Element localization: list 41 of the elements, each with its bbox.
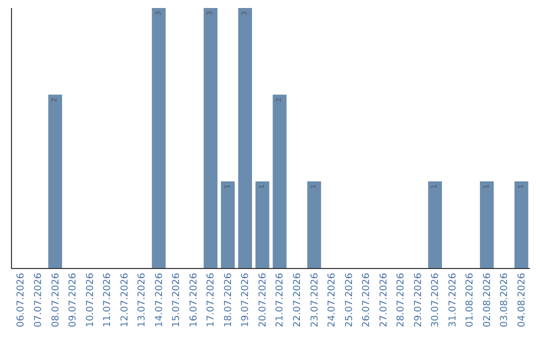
x-tick-label: 23.07.2026: [309, 272, 320, 328]
x-tick-label: 11.07.2026: [102, 272, 114, 328]
x-tick-label: 15.07.2026: [171, 272, 182, 328]
x-tick-label: 02.08.2026: [482, 272, 493, 328]
x-tick-label: 10.07.2026: [84, 272, 96, 328]
x-tick-label: 19.07.2026: [240, 272, 252, 328]
data-label: 1: [256, 184, 266, 189]
data-label: 3: [153, 11, 162, 16]
x-tick-label: 20.07.2026: [257, 272, 268, 328]
x-tick-label: 21.07.2026: [274, 272, 286, 328]
x-tick-label: 07.07.2026: [32, 272, 44, 328]
data-label: 1: [481, 184, 490, 189]
x-tick-label: 17.07.2026: [206, 272, 217, 328]
data-label: 2: [50, 98, 59, 102]
data-label: 1: [430, 184, 439, 189]
x-tick-label: 28.07.2026: [396, 272, 407, 328]
x-tick-label: 13.07.2026: [136, 272, 148, 328]
x-tick-label: 09.07.2026: [68, 272, 79, 328]
data-label: 1: [516, 184, 525, 189]
x-tick-label: 12.07.2026: [119, 272, 130, 328]
data-label: 2: [274, 98, 284, 102]
x-tick-label: 26.07.2026: [361, 272, 372, 328]
x-tick-label: 24.07.2026: [326, 272, 338, 328]
x-tick-label: 16.07.2026: [188, 272, 200, 328]
x-tick-label: 25.07.2026: [344, 272, 355, 328]
x-tick-label: 14.07.2026: [154, 272, 165, 328]
data-label: 1: [308, 184, 318, 189]
x-tick-label: 06.07.2026: [16, 272, 27, 328]
data-label: 3: [205, 11, 214, 16]
x-tick-label: 18.07.2026: [222, 272, 234, 328]
x-tick-label: 22.07.2026: [292, 272, 303, 328]
x-tick-label: 27.07.2026: [378, 272, 390, 328]
x-tick-label: 01.08.2026: [464, 272, 476, 328]
x-tick-label: 31.07.2026: [447, 272, 458, 328]
x-tick-label: 04.08.2026: [516, 272, 528, 328]
x-tick-label: 08.07.2026: [50, 272, 62, 328]
data-label: 1: [222, 184, 232, 189]
data-label: 3: [240, 11, 249, 16]
x-tick-label: 30.07.2026: [430, 272, 442, 328]
x-tick-label: 29.07.2026: [412, 272, 424, 328]
x-tick-label: 03.08.2026: [499, 272, 510, 328]
